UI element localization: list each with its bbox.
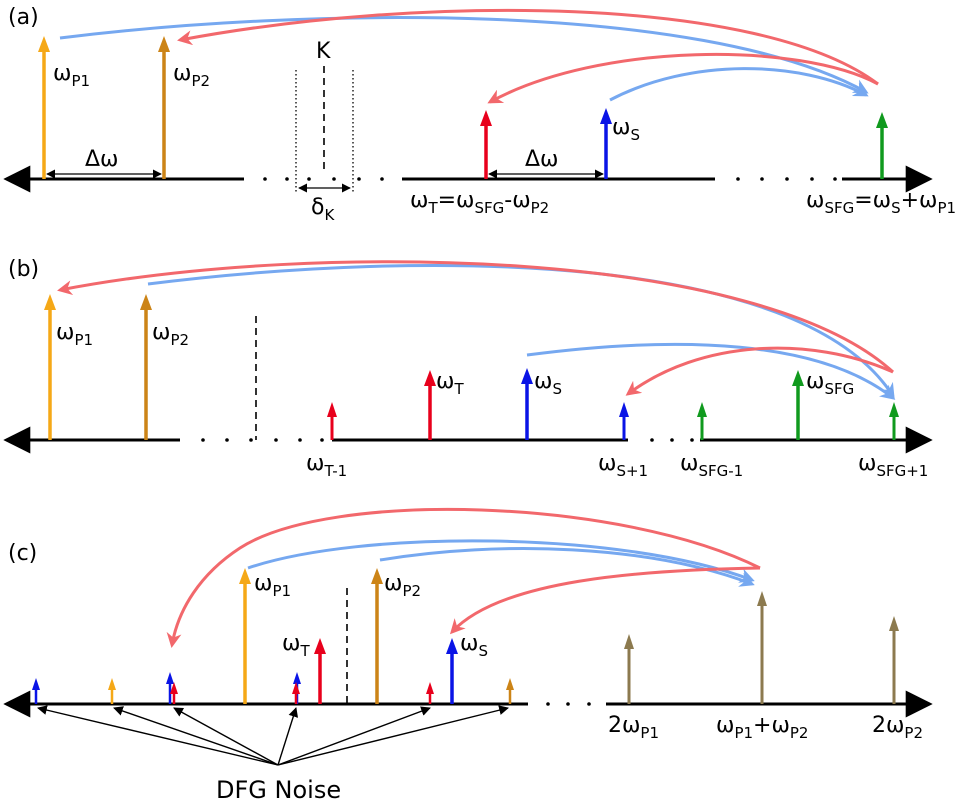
- line-b-t-minus-1: [327, 402, 337, 440]
- label-c-omega-p1: ωP1: [254, 571, 291, 600]
- arc-c-blue-long: [247, 539, 755, 583]
- arc-a-red-short: [487, 53, 879, 104]
- arc-a-blue-short: [609, 67, 869, 102]
- label-a-omega-p1: ωP1: [53, 61, 90, 90]
- line-c-2p1: [624, 634, 634, 704]
- line-c-noise-red-3: [426, 682, 434, 704]
- panel-a: (a): [3, 5, 956, 224]
- label-c-omega-p1-plus-p2: ωP1+ωP2: [716, 713, 808, 742]
- arc-c-blue-short: [379, 547, 755, 587]
- axis-a-dots: [263, 177, 837, 181]
- panel-b-label: (b): [8, 257, 39, 282]
- label-c-omega-t: ωT: [282, 631, 310, 660]
- line-b-s: [521, 368, 533, 440]
- label-a-delta-k: δK: [311, 195, 335, 224]
- line-c-noise-orange-1: [108, 678, 116, 704]
- line-b-sfg-plus-1: [889, 402, 899, 440]
- panel-a-label: (a): [8, 5, 39, 30]
- arc-c-red-short: [449, 566, 761, 635]
- arc-a-red-long: [177, 8, 879, 86]
- line-b-p1: [44, 294, 56, 440]
- label-a-k: K: [316, 39, 331, 64]
- label-a-delta-omega-right: Δω: [525, 147, 558, 172]
- label-c-2omega-p1: 2ωP1: [608, 713, 659, 742]
- line-c-2p2: [889, 616, 899, 704]
- line-a-t: [480, 110, 492, 179]
- line-a-p1: [38, 36, 50, 179]
- arc-c-red-long: [166, 507, 761, 648]
- arc-b-blue-long: [147, 264, 895, 399]
- label-b-omega-s-plus-1: ωS+1: [598, 451, 648, 480]
- label-a-omega-t-equation: ωT=ωSFG-ωP2: [410, 188, 549, 217]
- label-b-omega-sfg-minus-1: ωSFG-1: [680, 451, 743, 480]
- arc-b-blue-short: [526, 342, 896, 400]
- label-c-omega-p2: ωP2: [384, 571, 421, 600]
- line-c-noise-blue-2: [166, 672, 174, 704]
- label-a-omega-s: ωS: [612, 115, 640, 144]
- line-c-p2: [371, 568, 383, 704]
- line-c-noise-red-1: [170, 682, 178, 704]
- arc-b-red-short: [625, 346, 894, 396]
- label-b-omega-sfg: ωSFG: [806, 369, 854, 398]
- line-a-sfg: [876, 112, 888, 179]
- line-c-p1-plus-p2: [757, 591, 767, 704]
- line-b-t: [424, 370, 436, 440]
- line-c-t: [314, 638, 326, 704]
- line-c-noise-red-2: [292, 682, 300, 704]
- label-c-2omega-p2: 2ωP2: [872, 713, 923, 742]
- label-b-omega-t-minus-1: ωT-1: [306, 451, 347, 480]
- dfg-noise-pointers: [37, 705, 509, 766]
- line-c-p1: [239, 568, 251, 704]
- line-c-noise-blue-1: [32, 678, 40, 704]
- label-a-delta-omega-left: Δω: [85, 147, 118, 172]
- line-b-s-plus-1: [619, 402, 629, 440]
- arc-b-red-long: [57, 260, 895, 374]
- label-a-omega-sfg-equation: ωSFG=ωS+ωP1: [806, 188, 956, 217]
- label-b-omega-p1: ωP1: [56, 320, 93, 349]
- line-c-s: [446, 638, 458, 704]
- label-b-omega-p2: ωP2: [152, 320, 189, 349]
- line-b-p2: [140, 294, 152, 440]
- label-c-omega-s: ωS: [460, 631, 488, 660]
- label-a-omega-p2: ωP2: [173, 61, 210, 90]
- label-b-omega-sfg-plus-1: ωSFG+1: [858, 451, 928, 480]
- panel-c: (c): [3, 507, 933, 804]
- axis-b-dots: [201, 438, 694, 442]
- panel-c-label: (c): [8, 541, 37, 566]
- label-b-omega-t: ωT: [436, 369, 464, 398]
- axis-c-dots: [546, 702, 591, 706]
- line-b-sfg-minus-1: [697, 402, 707, 440]
- label-dfg-noise: DFG Noise: [216, 776, 341, 804]
- line-a-s: [600, 108, 612, 179]
- label-b-omega-s: ωS: [534, 369, 562, 398]
- line-a-p2: [158, 36, 170, 179]
- line-b-sfg: [792, 370, 804, 440]
- panel-b: (b): [3, 257, 933, 480]
- line-c-noise-orange-2: [506, 678, 514, 704]
